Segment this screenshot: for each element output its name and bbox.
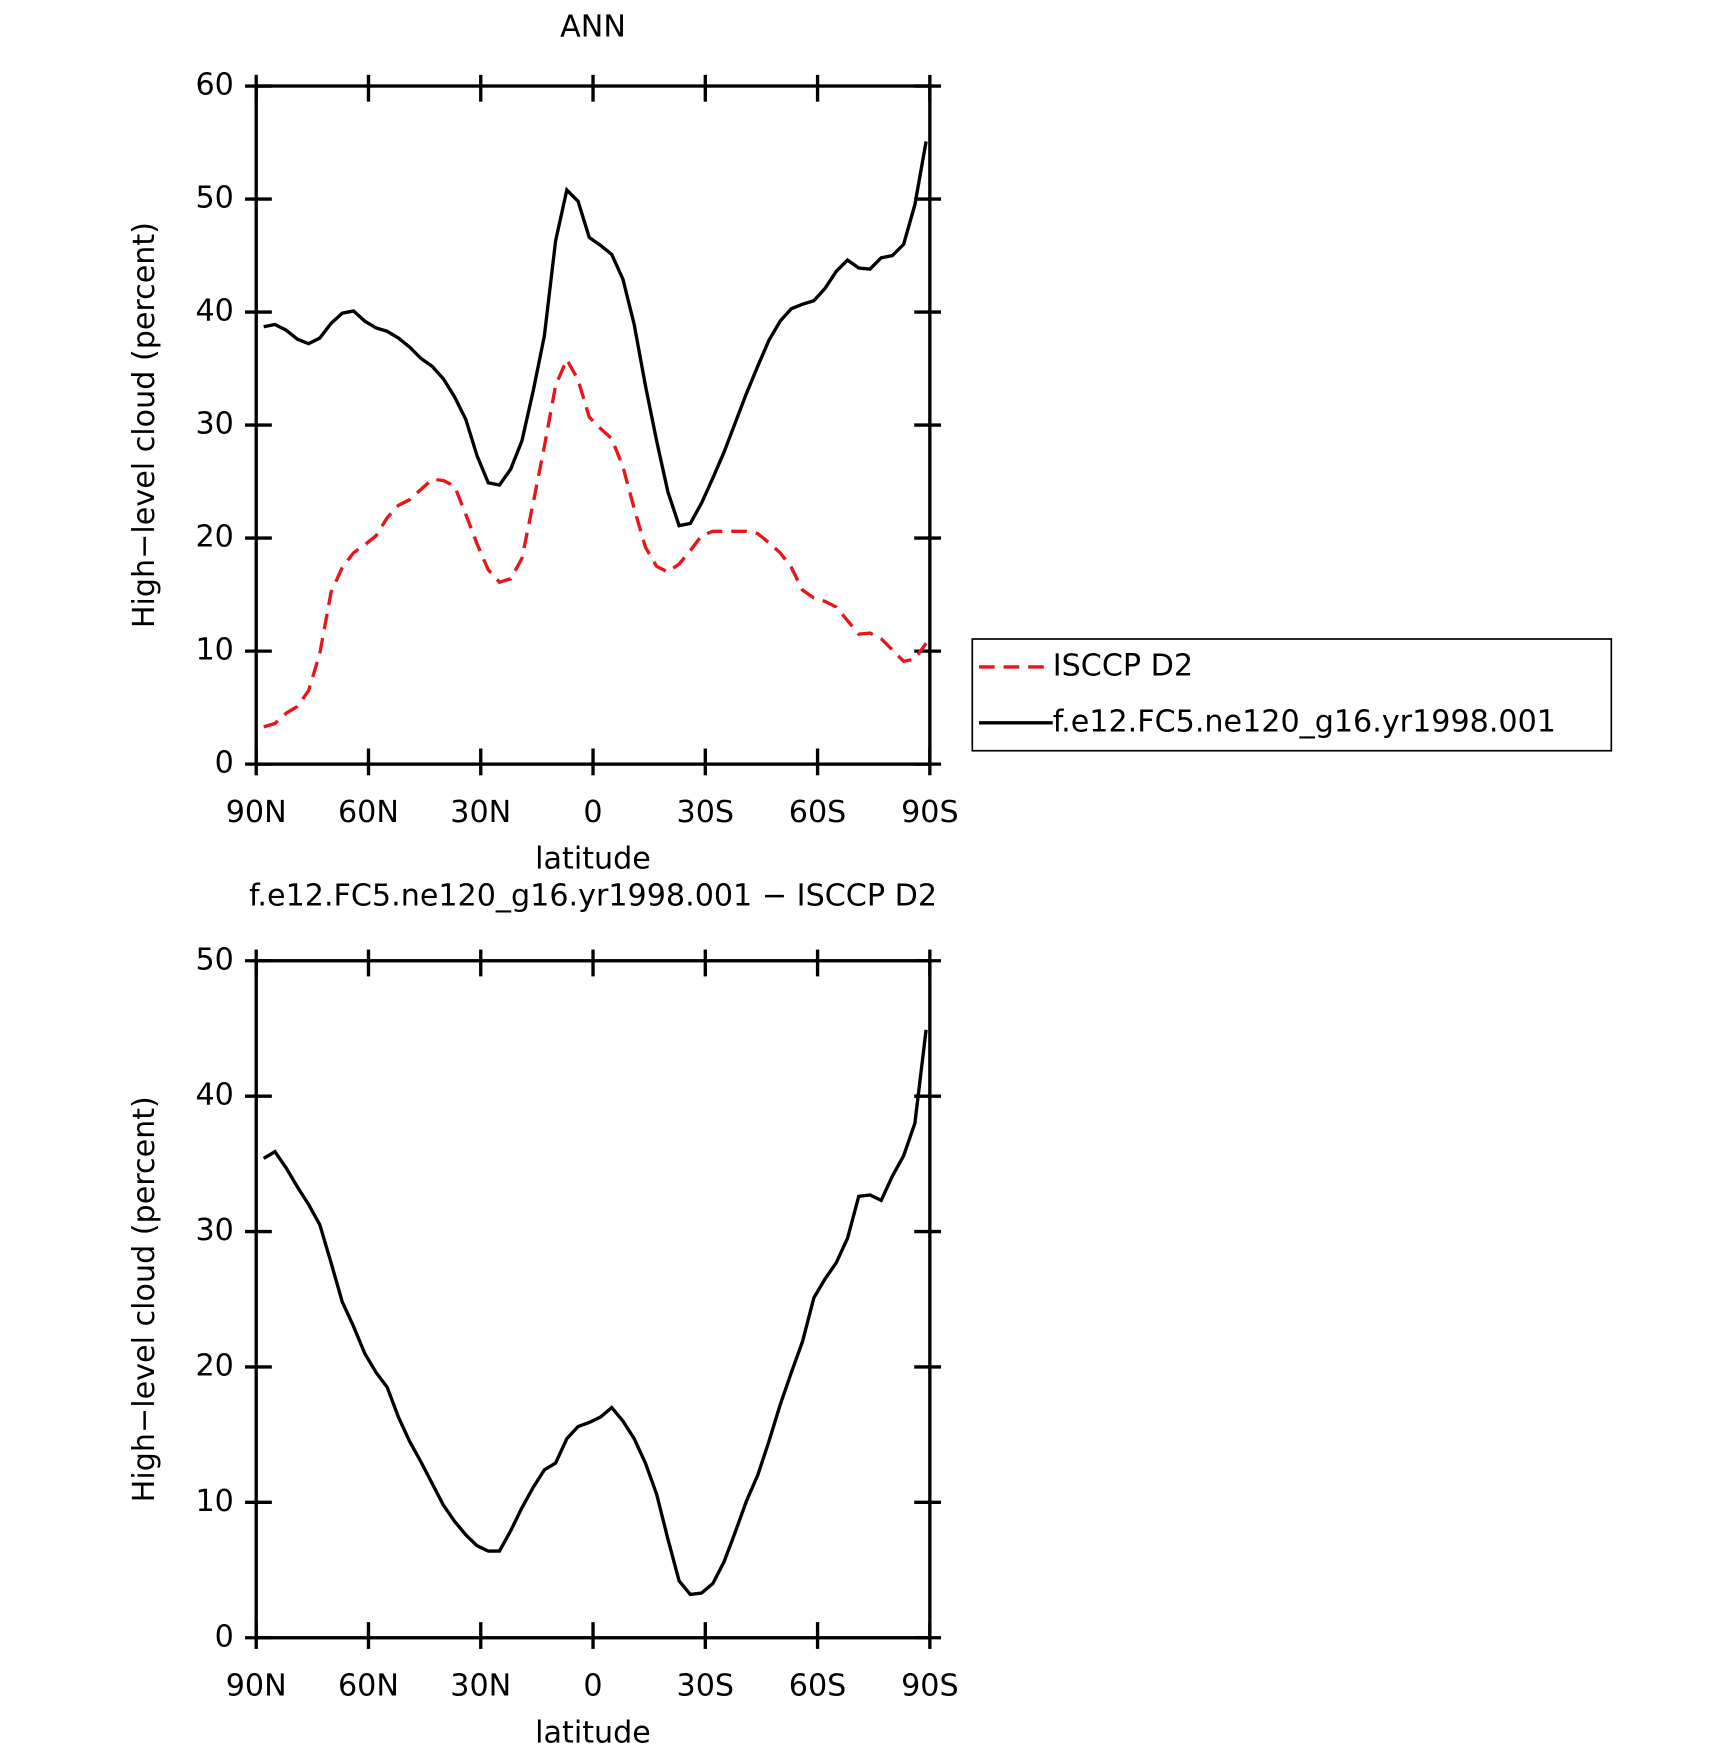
legend-label: ISCCP D2: [1053, 648, 1193, 683]
y-tick-label: 50: [195, 181, 233, 216]
x-tick-label: 90S: [901, 795, 959, 830]
x-tick-label: 90S: [901, 1668, 959, 1703]
y-tick-label: 30: [195, 407, 233, 442]
x-tick-label: 60N: [338, 1668, 399, 1703]
y-tick-label: 0: [215, 1619, 234, 1654]
data-line: [262, 1029, 928, 1597]
legend-label: f.e12.FC5.ne120_g16.yr1998.001: [1053, 704, 1556, 739]
x-tick-label: 30N: [450, 1668, 511, 1703]
y-tick-label: 10: [195, 633, 233, 668]
chart-title: f.e12.FC5.ne120_g16.yr1998.001 − ISCCP D…: [249, 879, 937, 914]
x-tick-label: 30S: [677, 795, 735, 830]
x-tick-label: 90N: [226, 1668, 287, 1703]
y-tick-label: 30: [195, 1213, 233, 1248]
x-tick-label: 0: [583, 1668, 602, 1703]
x-axis-label: latitude: [535, 1715, 651, 1745]
y-tick-label: 60: [195, 68, 233, 103]
y-tick-label: 20: [195, 520, 233, 555]
chart-title: ANN: [560, 9, 626, 44]
y-tick-label: 20: [195, 1348, 233, 1383]
y-tick-label: 0: [215, 746, 234, 781]
x-tick-label: 60S: [789, 795, 847, 830]
x-axis-label: latitude: [535, 842, 651, 877]
y-tick-label: 40: [195, 294, 233, 329]
x-tick-label: 90N: [226, 795, 287, 830]
x-tick-label: 0: [583, 795, 602, 830]
y-tick-label: 40: [195, 1078, 233, 1113]
plot-frame: [254, 84, 932, 766]
y-tick-label: 50: [195, 942, 233, 977]
data-line: [263, 141, 928, 528]
plot-frame: [254, 959, 932, 1640]
x-tick-label: 60S: [789, 1668, 847, 1703]
y-axis-label: High−level cloud (percent): [127, 222, 162, 628]
x-tick-label: 30N: [450, 795, 511, 830]
x-tick-label: 60N: [338, 795, 399, 830]
legend-box: [971, 638, 1613, 752]
y-tick-label: 10: [195, 1484, 233, 1519]
y-axis-label: High−level cloud (percent): [127, 1096, 162, 1502]
x-tick-label: 30S: [677, 1668, 735, 1703]
data-line: [263, 355, 928, 729]
